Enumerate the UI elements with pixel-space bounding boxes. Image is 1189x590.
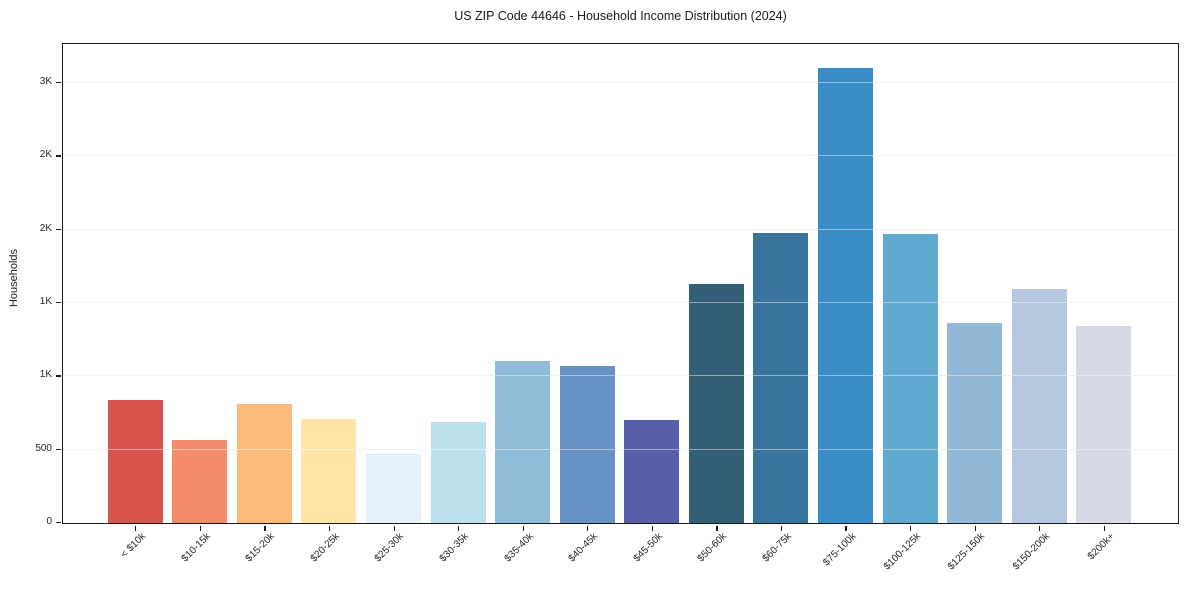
bar-slot: $45-50k xyxy=(620,44,685,564)
bar xyxy=(624,420,680,523)
x-tick-label: $35-40k xyxy=(502,531,536,565)
bar xyxy=(947,323,1003,523)
x-tick-label: $10-15k xyxy=(179,531,213,565)
bar xyxy=(366,453,422,523)
gridline xyxy=(63,228,1178,230)
bar-slot: $150-200k xyxy=(1007,44,1072,572)
y-tick-label: 0 xyxy=(46,516,52,527)
gridline-overlay xyxy=(63,302,1178,304)
x-axis-tick xyxy=(651,526,653,531)
plot-area: < $10k $10-15k $15-20k $20-25k $25-30k $30-35… xyxy=(62,43,1179,572)
x-tick-label: $100-125k xyxy=(881,531,923,573)
x-axis-tick xyxy=(328,526,331,531)
gridline xyxy=(63,302,1178,304)
bar xyxy=(688,284,744,523)
bar-slot: < $10k xyxy=(103,44,168,560)
bar-slot: $10-15k xyxy=(168,44,233,564)
gridline-overlay xyxy=(63,82,1178,84)
y-axis-tick xyxy=(56,155,61,157)
x-tick-label: $15-20k xyxy=(243,531,278,565)
bar-slot: $20-25k xyxy=(297,44,362,564)
y-tick-label: 2K xyxy=(39,149,52,161)
y-tick-label: 1K xyxy=(39,369,52,381)
bar xyxy=(301,418,357,523)
x-axis-tick xyxy=(780,526,783,531)
bar xyxy=(107,399,163,523)
bar xyxy=(817,68,873,523)
bar xyxy=(1076,326,1132,523)
bar xyxy=(236,404,292,523)
gridline xyxy=(63,82,1178,84)
y-axis-label: Households xyxy=(8,248,20,308)
gridline xyxy=(63,375,1178,377)
x-axis-tick xyxy=(522,526,524,531)
x-axis-tick xyxy=(458,526,460,531)
bars-layer: < $10k $10-15k $15-20k $20-25k $25-30k $30-35… xyxy=(63,44,1178,572)
x-tick-label: $50-60k xyxy=(695,531,730,565)
x-axis-tick xyxy=(716,526,718,531)
bar-slot: $30-35k xyxy=(426,44,491,564)
x-axis-tick xyxy=(264,526,266,531)
bar-slot: $50-60k xyxy=(684,44,749,564)
x-axis-tick xyxy=(393,526,395,531)
x-tick-label: $150-200k xyxy=(1010,531,1052,573)
x-axis-tick xyxy=(845,526,847,531)
bar-slot: $100-125k xyxy=(878,44,943,572)
x-axis-tick xyxy=(587,526,589,531)
gridline-overlay xyxy=(63,228,1178,230)
x-tick-label: $60-75k xyxy=(760,531,794,565)
gridline-overlay xyxy=(63,155,1178,157)
bar xyxy=(1011,289,1067,523)
x-axis-tick xyxy=(1039,526,1041,531)
x-tick-label: $45-50k xyxy=(631,531,665,565)
x-tick-label: $20-25k xyxy=(308,531,342,565)
gridline xyxy=(63,448,1178,450)
y-tick-label: 3K xyxy=(39,76,52,88)
x-tick-label: $75-100k xyxy=(820,531,859,569)
bar-slot: $125-150k xyxy=(942,44,1007,572)
x-axis-tick xyxy=(199,526,202,531)
bar xyxy=(882,234,938,523)
x-tick-label: $25-30k xyxy=(372,531,407,565)
x-tick-label: $125-150k xyxy=(946,531,988,573)
x-tick-label: $30-35k xyxy=(437,531,471,565)
bar xyxy=(430,421,486,523)
y-tick-label: 500 xyxy=(35,442,52,454)
x-axis-tick xyxy=(974,526,976,531)
bar xyxy=(753,232,809,523)
y-tick-label: 2K xyxy=(39,222,52,234)
bar-slot: $40-45k xyxy=(555,44,620,564)
y-axis-tick xyxy=(56,302,61,304)
y-axis-tick xyxy=(56,375,61,377)
x-tick-label: $40-45k xyxy=(566,531,600,565)
gridline-overlay xyxy=(63,375,1178,377)
y-axis-tick xyxy=(56,82,61,84)
bar-slot: $25-30k xyxy=(361,44,426,564)
x-axis-tick xyxy=(135,526,137,531)
y-axis-tick xyxy=(56,448,61,450)
bar xyxy=(172,439,228,523)
gridline xyxy=(63,155,1178,157)
bar xyxy=(495,360,551,523)
bar-slot: $35-40k xyxy=(490,44,555,564)
bar xyxy=(559,365,615,523)
gridline-overlay xyxy=(63,448,1178,450)
bar-slot: $15-20k xyxy=(232,44,297,564)
y-tick-label: 1K xyxy=(39,296,52,308)
x-tick-label: < $10k xyxy=(118,531,149,561)
chart-title: US ZIP Code 44646 - Household Income Dis… xyxy=(454,9,787,23)
x-axis-tick xyxy=(910,526,912,531)
x-axis-tick xyxy=(1103,526,1105,531)
bar-slot: $60-75k xyxy=(749,44,814,564)
x-tick-label: $200k+ xyxy=(1085,531,1117,563)
y-axis-tick xyxy=(56,228,61,230)
y-axis-tick xyxy=(56,522,61,524)
bar-slot: $75-100k xyxy=(813,44,878,568)
bar-slot: $200k+ xyxy=(1071,44,1136,562)
